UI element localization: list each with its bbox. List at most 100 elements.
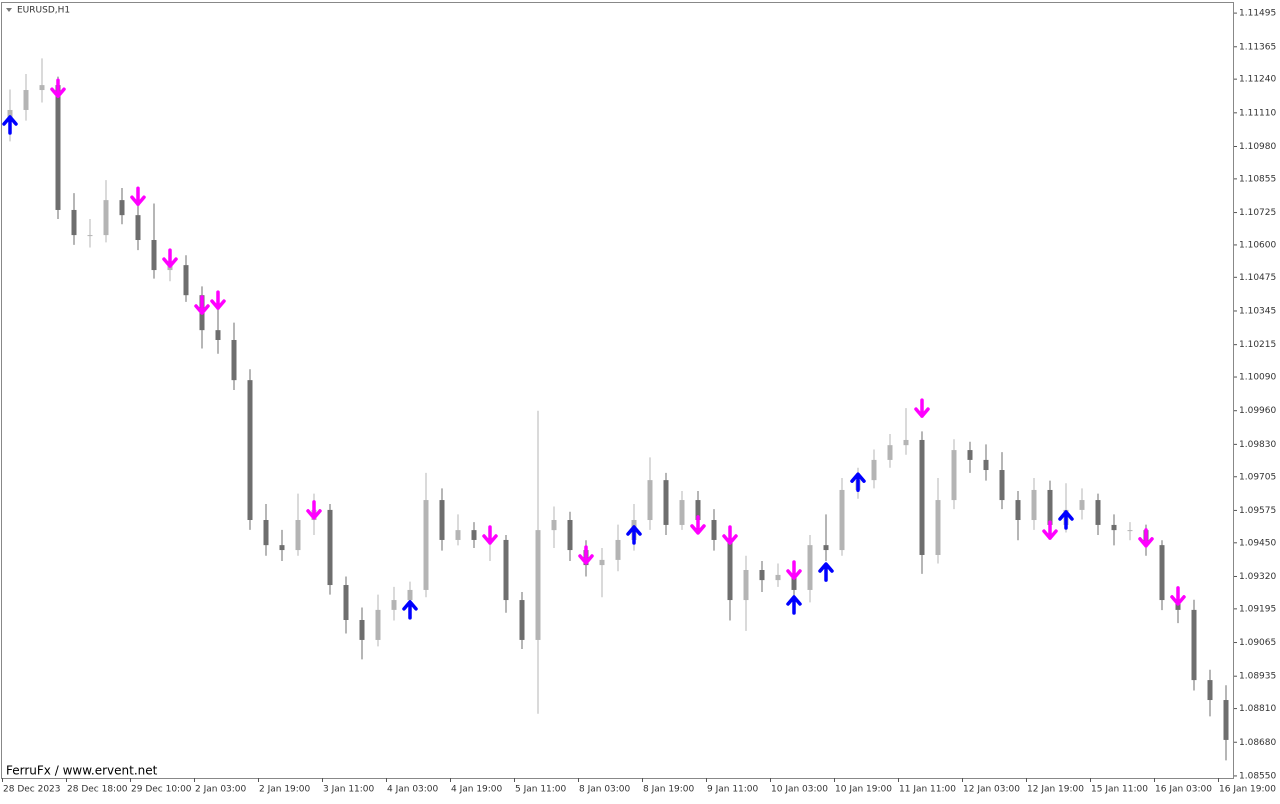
x-tick-label: 16 Jan 03:00: [1155, 785, 1212, 795]
candle-body: [711, 520, 717, 540]
buy-arrow: [786, 595, 802, 615]
candle-body: [1159, 545, 1165, 601]
candle-body: [839, 489, 845, 551]
sell-arrow: [162, 248, 178, 268]
sell-arrow: [306, 500, 322, 520]
y-tick-label: 1.10725: [1239, 208, 1276, 218]
x-tick-label: 12 Jan 03:00: [963, 785, 1020, 795]
candle-body: [887, 445, 893, 460]
y-tick-label: 1.09575: [1239, 506, 1276, 516]
x-tick-label: 10 Jan 19:00: [835, 785, 892, 795]
y-tick-label: 1.09830: [1239, 440, 1276, 450]
candle-body: [823, 545, 829, 551]
candle-body: [1207, 680, 1213, 701]
y-tick-label: 1.10090: [1239, 373, 1276, 383]
candle-body: [1079, 500, 1085, 510]
sell-arrow: [1042, 520, 1058, 540]
y-tick-label: 1.10215: [1239, 340, 1276, 350]
sell-arrow: [914, 398, 930, 418]
plot-frame: [1, 2, 1234, 779]
candle-body: [471, 530, 477, 540]
candle-body: [695, 500, 701, 521]
candle-body: [71, 209, 77, 236]
buy-arrow: [850, 472, 866, 492]
x-tick-label: 8 Jan 03:00: [579, 785, 631, 795]
candle-body: [1127, 530, 1133, 532]
candle-body: [615, 539, 621, 560]
y-tick-label: 1.09960: [1239, 406, 1276, 416]
candle-body: [87, 235, 93, 237]
x-tick-label: 11 Jan 11:00: [899, 785, 956, 795]
candle-body: [23, 90, 29, 110]
x-tick-label: 2 Jan 03:00: [195, 785, 247, 795]
y-tick-label: 1.10345: [1239, 306, 1276, 316]
buy-arrow: [1058, 510, 1074, 530]
candle-body: [775, 574, 781, 581]
candle-body: [327, 509, 333, 586]
candle-body: [807, 545, 813, 590]
candle-body: [231, 339, 237, 381]
watermark: FerruFx / www.ervent.net: [6, 764, 158, 778]
y-tick-label: 1.09450: [1239, 538, 1276, 548]
y-tick-label: 1.10475: [1239, 273, 1276, 283]
x-tick-label: 10 Jan 03:00: [771, 785, 828, 795]
candle-body: [439, 500, 445, 540]
candle-body: [503, 539, 509, 601]
candle-body: [343, 585, 349, 620]
candle-body: [359, 619, 365, 640]
candle-body: [7, 109, 13, 121]
candle-body: [599, 559, 605, 566]
buy-arrow: [2, 115, 18, 135]
x-tick-label: 2 Jan 19:00: [259, 785, 311, 795]
candle-body: [55, 85, 61, 210]
y-tick-label: 1.09320: [1239, 572, 1276, 582]
sell-arrow: [722, 525, 738, 545]
sell-arrow: [1138, 528, 1154, 548]
candle-body: [1031, 489, 1037, 521]
x-tick-label: 12 Jan 19:00: [1027, 785, 1084, 795]
y-tick-label: 1.09195: [1239, 604, 1276, 614]
y-tick-label: 1.10600: [1239, 240, 1276, 250]
y-tick-label: 1.10855: [1239, 174, 1276, 184]
candle-body: [519, 600, 525, 640]
candle-body: [455, 530, 461, 540]
y-tick-label: 1.08810: [1239, 704, 1276, 714]
y-tick-label: 1.10980: [1239, 142, 1276, 152]
candle-body: [135, 215, 141, 241]
buy-arrow: [626, 525, 642, 545]
sell-arrow: [690, 515, 706, 535]
candle-body: [423, 500, 429, 590]
candle-body: [1095, 500, 1101, 525]
buy-arrow: [402, 600, 418, 620]
candle-body: [391, 600, 397, 610]
chart-title: EURUSD,H1: [17, 6, 70, 16]
sell-arrow: [130, 186, 146, 206]
y-tick-label: 1.11110: [1239, 108, 1276, 118]
candle-body: [935, 500, 941, 555]
x-tick-label: 15 Jan 11:00: [1091, 785, 1148, 795]
candle-body: [263, 520, 269, 546]
candle-body: [951, 450, 957, 501]
x-tick-label: 4 Jan 03:00: [387, 785, 439, 795]
candle-body: [743, 570, 749, 601]
candle-body: [967, 450, 973, 460]
x-tick-label: 3 Jan 11:00: [323, 785, 375, 795]
candle-body: [103, 200, 109, 236]
candle-body: [551, 520, 557, 531]
y-tick-label: 1.08550: [1239, 771, 1276, 781]
x-tick-label: 9 Jan 11:00: [707, 785, 759, 795]
candle-body: [279, 545, 285, 551]
candle-body: [903, 439, 909, 446]
sell-arrow: [578, 545, 594, 565]
candle-body: [999, 470, 1005, 501]
candle-body: [119, 200, 125, 216]
menu-triangle[interactable]: [6, 8, 12, 12]
candle-body: [1223, 700, 1229, 740]
sell-arrow: [482, 525, 498, 545]
candle-body: [791, 574, 797, 590]
candle-body: [1191, 609, 1197, 681]
candle-body: [295, 520, 301, 551]
y-tick-label: 1.11495: [1239, 9, 1276, 19]
y-tick-label: 1.09705: [1239, 472, 1276, 482]
y-tick-label: 1.08680: [1239, 738, 1276, 748]
